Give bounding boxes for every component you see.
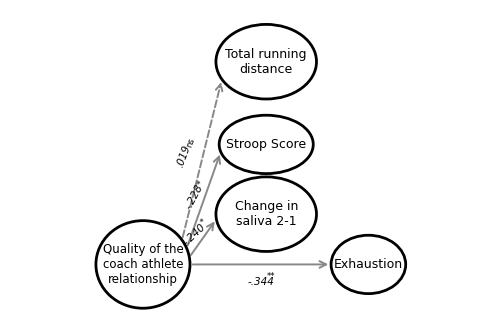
Ellipse shape	[331, 235, 406, 294]
Ellipse shape	[216, 24, 316, 99]
Text: Quality of the
coach athlete
relationship: Quality of the coach athlete relationshi…	[102, 243, 184, 286]
Ellipse shape	[216, 177, 316, 252]
Text: **: **	[267, 272, 276, 281]
Text: ns: ns	[185, 136, 197, 149]
Ellipse shape	[219, 115, 314, 174]
Text: .019: .019	[176, 144, 193, 169]
Ellipse shape	[96, 221, 190, 308]
Text: *: *	[196, 179, 206, 187]
Text: -.240: -.240	[182, 222, 208, 248]
Text: Stroop Score: Stroop Score	[226, 138, 306, 151]
Text: Change in
saliva 2-1: Change in saliva 2-1	[234, 200, 298, 228]
Text: *: *	[199, 217, 208, 227]
Text: Exhaustion: Exhaustion	[334, 258, 403, 271]
Text: Total running
distance: Total running distance	[226, 48, 307, 76]
Text: -.344: -.344	[247, 277, 274, 287]
Text: -.228: -.228	[183, 183, 204, 211]
